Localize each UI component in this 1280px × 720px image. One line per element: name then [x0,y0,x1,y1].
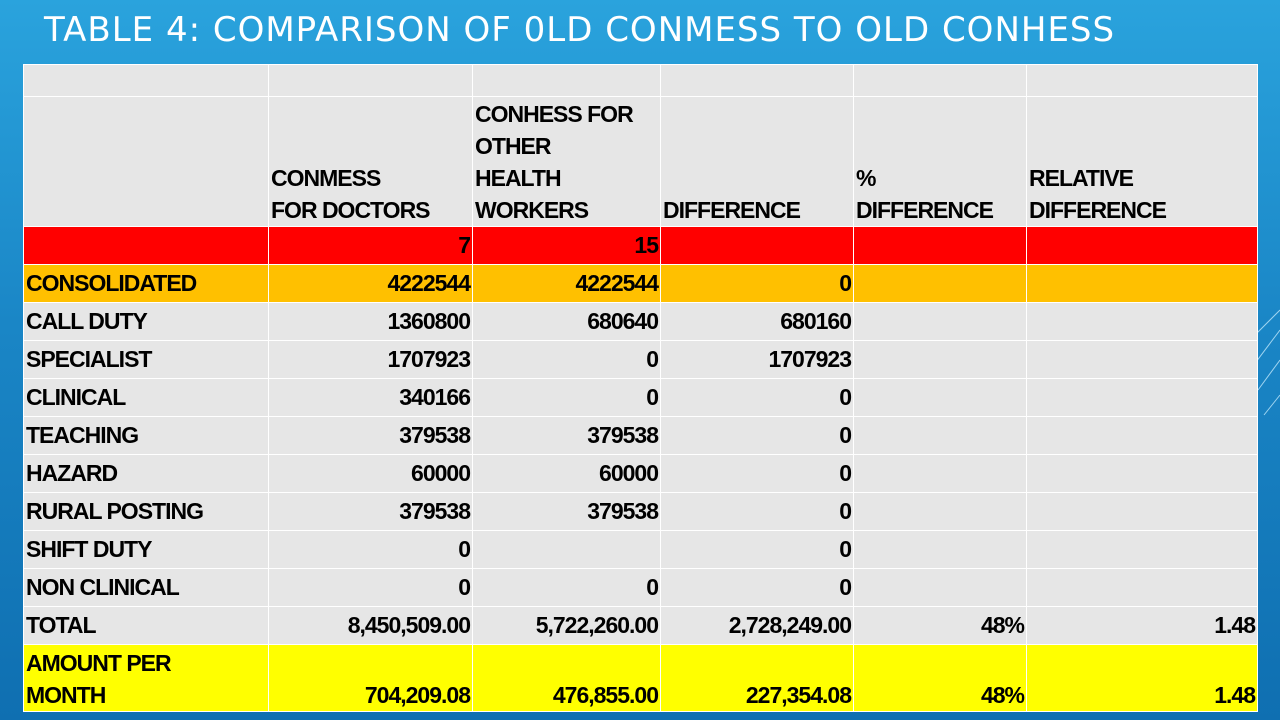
table-cell [853,530,1027,569]
row-label: CLINICAL [23,378,269,417]
table-cell: 0 [472,378,661,417]
row-label: NON CLINICAL [23,568,269,607]
table-cell: 0 [472,568,661,607]
row-label: RURAL POSTING [23,492,269,531]
table-cell [1026,454,1258,493]
table-cell: 0 [660,264,854,303]
table-cell [853,454,1027,493]
table-cell: 340166 [268,378,473,417]
table-row: SHIFT DUTY 0 0 [23,530,1258,569]
table-row: NON CLINICAL 0 0 0 [23,568,1258,607]
level-cell: 7 [268,226,473,265]
table-cell [1026,302,1258,341]
table-cell: 0 [268,568,473,607]
table-cell: 476,855.00 [472,644,661,712]
header-row: CONMESS FOR DOCTORS CONHESS FOR OTHER HE… [23,96,1258,227]
table-row: RURAL POSTING 379538 379538 0 [23,492,1258,531]
comparison-table-container: CONMESS FOR DOCTORS CONHESS FOR OTHER HE… [23,64,1258,713]
table-cell: 60000 [472,454,661,493]
table-row-total: TOTAL 8,450,509.00 5,722,260.00 2,728,24… [23,606,1258,645]
table-row: SPECIALIST 1707923 0 1707923 [23,340,1258,379]
table-cell [1026,568,1258,607]
header-cell-relative-difference: RELATIVE DIFFERENCE [1026,96,1258,227]
table-cell [1026,378,1258,417]
level-cell [660,226,854,265]
table-cell [853,378,1027,417]
table-row: HAZARD 60000 60000 0 [23,454,1258,493]
table-cell: 0 [660,568,854,607]
row-label: SPECIALIST [23,340,269,379]
table-cell [853,302,1027,341]
table-cell: 4222544 [472,264,661,303]
table-cell: 0 [660,492,854,531]
table-row: CLINICAL 340166 0 0 [23,378,1258,417]
table-cell [1026,264,1258,303]
header-cell-conhess: CONHESS FOR OTHER HEALTH WORKERS [472,96,661,227]
table-cell [853,340,1027,379]
table-cell: 2,728,249.00 [660,606,854,645]
table-cell [1026,416,1258,455]
table-cell: 1.48 [1026,606,1258,645]
row-label: AMOUNT PER MONTH [23,644,269,712]
level-cell [853,226,1027,265]
row-label: SHIFT DUTY [23,530,269,569]
table-row: CONSOLIDATED 4222544 4222544 0 [23,264,1258,303]
table-cell: 0 [472,340,661,379]
table-cell: 48% [853,606,1027,645]
table-cell: 4222544 [268,264,473,303]
table-cell [472,530,661,569]
header-cell-pct-difference: % DIFFERENCE [853,96,1027,227]
header-cell-conmess: CONMESS FOR DOCTORS [268,96,473,227]
table-cell: 379538 [268,492,473,531]
table-cell: 1.48 [1026,644,1258,712]
table-cell: 60000 [268,454,473,493]
table-cell [1026,492,1258,531]
table-cell: 0 [268,530,473,569]
table-cell: 704,209.08 [268,644,473,712]
level-cell: 15 [472,226,661,265]
table-cell [853,264,1027,303]
table-cell [853,568,1027,607]
table-cell: 680160 [660,302,854,341]
table-cell: 379538 [268,416,473,455]
level-row: 7 15 [23,226,1258,265]
table-cell: 680640 [472,302,661,341]
row-label: HAZARD [23,454,269,493]
table-cell: 48% [853,644,1027,712]
row-label: TEACHING [23,416,269,455]
table-cell: 1707923 [268,340,473,379]
table-row: CALL DUTY 1360800 680640 680160 [23,302,1258,341]
table-cell: 379538 [472,416,661,455]
table-cell: 0 [660,454,854,493]
table-cell: 227,354.08 [660,644,854,712]
row-label: CONSOLIDATED [23,264,269,303]
slide-title: TABLE 4: COMPARISON OF 0LD CONMESS TO OL… [44,10,1116,50]
table-cell: 1707923 [660,340,854,379]
comparison-table: CONMESS FOR DOCTORS CONHESS FOR OTHER HE… [23,64,1258,712]
table-cell [853,492,1027,531]
level-cell [1026,226,1258,265]
header-cell-difference: DIFFERENCE [660,96,854,227]
level-cell [23,226,269,265]
table-row-monthly: AMOUNT PER MONTH 704,209.08 476,855.00 2… [23,644,1258,712]
table-cell: 1360800 [268,302,473,341]
table-cell: 0 [660,530,854,569]
row-label: CALL DUTY [23,302,269,341]
header-cell-label [23,96,269,227]
blank-row [23,64,1258,97]
table-cell [853,416,1027,455]
table-cell: 5,722,260.00 [472,606,661,645]
table-cell [1026,530,1258,569]
table-cell: 8,450,509.00 [268,606,473,645]
table-cell: 379538 [472,492,661,531]
table-cell: 0 [660,416,854,455]
table-cell [1026,340,1258,379]
table-row: TEACHING 379538 379538 0 [23,416,1258,455]
row-label: TOTAL [23,606,269,645]
table-cell: 0 [660,378,854,417]
